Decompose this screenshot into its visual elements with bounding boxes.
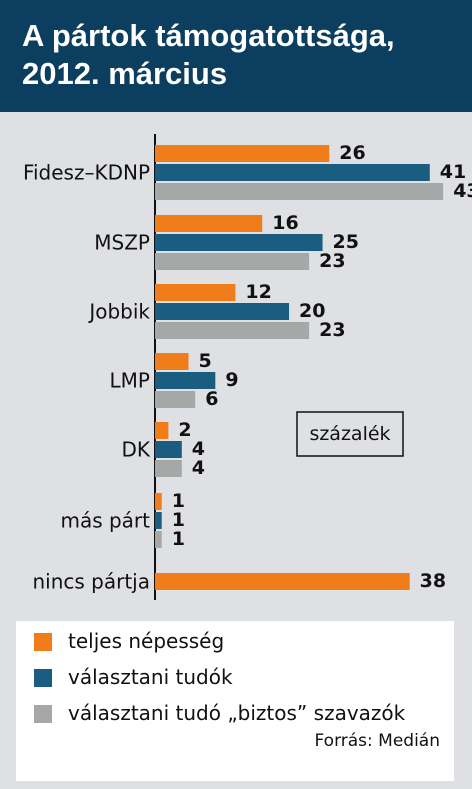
unit-label: százalék (309, 423, 390, 445)
legend: teljes népesség választani tudók választ… (16, 621, 454, 781)
legend-label-biztos: választani tudó „biztos” szavazók (68, 701, 406, 725)
category-label: LMP (110, 369, 150, 393)
bar (155, 531, 162, 548)
bar (155, 460, 182, 477)
data-label: 1 (172, 509, 185, 531)
bar (155, 493, 162, 510)
bar (155, 215, 263, 232)
legend-label-valasztani: választani tudók (68, 665, 233, 689)
legend-label-teljes: teljes népesség (68, 629, 225, 653)
legend-swatch-teljes (34, 633, 52, 651)
bar (155, 353, 189, 370)
category-label: Jobbik (87, 300, 150, 324)
bar (155, 322, 310, 339)
data-label: 16 (272, 212, 298, 234)
data-label: 41 (440, 161, 466, 183)
bar (155, 145, 330, 162)
bar (155, 422, 169, 439)
data-label: 20 (299, 300, 325, 322)
data-label: 23 (319, 319, 345, 341)
chart-title-line-1: A pártok támogatottsága, (22, 18, 395, 53)
bar (155, 284, 236, 301)
bar (155, 164, 430, 181)
category-label: más párt (60, 509, 150, 533)
data-label: 25 (333, 231, 359, 253)
bar (155, 234, 323, 251)
chart-title-line-2: 2012. március (22, 56, 228, 91)
data-label: 26 (339, 142, 365, 164)
data-label: 43 (453, 180, 472, 202)
bar (155, 372, 216, 389)
category-label: Fidesz–KDNP (23, 161, 150, 185)
category-label: DK (121, 438, 150, 462)
bar (155, 441, 182, 458)
data-label: 1 (172, 490, 185, 512)
bar (155, 391, 196, 408)
data-label: 6 (205, 388, 218, 410)
source-note: Forrás: Medián (314, 731, 441, 751)
data-label: 38 (420, 570, 446, 592)
legend-swatch-valasztani (34, 669, 52, 687)
bar (155, 303, 290, 320)
bar (155, 253, 310, 270)
data-label: 23 (319, 250, 345, 272)
data-label: 12 (245, 281, 271, 303)
data-label: 9 (225, 369, 238, 391)
data-label: 2 (178, 419, 191, 441)
bar (155, 512, 162, 529)
legend-swatch-biztos (34, 705, 52, 723)
category-label: MSZP (94, 231, 150, 255)
title-banner: A pártok támogatottsága, 2012. március (0, 0, 472, 112)
data-label: 4 (192, 457, 205, 479)
data-label: 1 (172, 528, 185, 550)
bar (155, 573, 410, 590)
data-label: 5 (199, 350, 212, 372)
unit-box (296, 411, 404, 457)
data-label: 4 (192, 438, 205, 460)
bar (155, 183, 444, 200)
category-label: nincs pártja (32, 570, 150, 594)
bar-chart: Fidesz–KDNP264143MSZP162523Jobbik122023L… (23, 134, 472, 600)
